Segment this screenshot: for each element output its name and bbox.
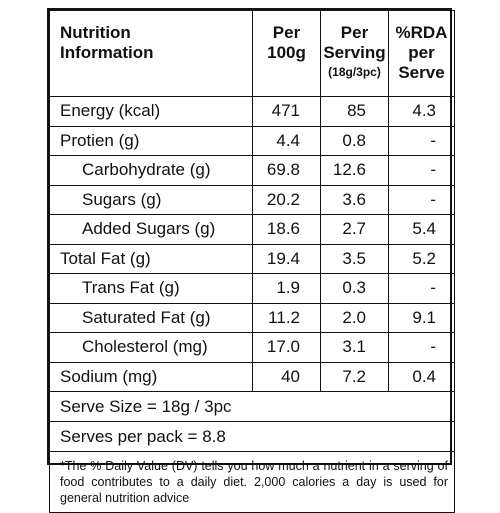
per-100g-line-1: Per [272,23,301,42]
nutrient-name: Total Fat (g) [49,243,253,274]
rda-heading: %RDA per Serve [388,10,455,97]
per-100g-value: 11.2 [252,302,321,333]
per-serving-value: 0.8 [320,125,389,156]
nutrient-name: Energy (kcal) [49,96,253,127]
serve-size-row: Serve Size = 18g / 3pc [49,391,455,422]
per-100g-value: 19.4 [252,243,321,274]
rda-value: 5.4 [388,214,455,245]
table-row: Trans Fat (g) 1.9 0.3 - [49,273,455,304]
nutrient-name: Saturated Fat (g) [49,302,253,333]
serves-per-pack-row: Serves per pack = 8.8 [49,421,455,452]
rda-line-1: %RDA [395,23,448,42]
per-serving-value: 12.6 [320,155,389,186]
footnote-row: *The % Daily Value (DV) tells you how mu… [49,451,455,513]
per-100g-value: 17.0 [252,332,321,363]
per-100g-heading: Per 100g [252,10,321,97]
table-row: Sodium (mg) 40 7.2 0.4 [49,361,455,392]
rda-value: - [388,273,455,304]
per-serving-value: 85 [320,96,389,127]
nutrient-name: Sodium (mg) [49,361,253,392]
table-row: Sugars (g) 20.2 3.6 - [49,184,455,215]
rda-line-2: per [408,43,435,62]
heading-line-1: Nutrition [60,23,131,42]
table-row: Added Sugars (g) 18.6 2.7 5.4 [49,214,455,245]
nutrient-name: Cholesterol (mg) [49,332,253,363]
per-100g-value: 40 [252,361,321,392]
per-100g-value: 69.8 [252,155,321,186]
per-serving-value: 2.0 [320,302,389,333]
per-serving-heading: Per Serving (18g/3pc) [320,10,389,97]
table-row: Total Fat (g) 19.4 3.5 5.2 [49,243,455,274]
table-header-row: Nutrition Information Per 100g Per Servi… [49,10,455,97]
per-100g-value: 471 [252,96,321,127]
per-serving-value: 3.5 [320,243,389,274]
serve-size-text: Serve Size = 18g / 3pc [49,391,455,422]
heading-line-2: Information [60,43,154,62]
per-100g-value: 4.4 [252,125,321,156]
nutrient-name: Added Sugars (g) [49,214,253,245]
table-row: Saturated Fat (g) 11.2 2.0 9.1 [49,302,455,333]
per-serving-line-1: Per [340,23,369,42]
per-100g-value: 20.2 [252,184,321,215]
per-serving-value: 3.1 [320,332,389,363]
rda-value: 9.1 [388,302,455,333]
table-row: Cholesterol (mg) 17.0 3.1 - [49,332,455,363]
nutrient-name: Protien (g) [49,125,253,156]
nutrition-label: Nutrition Information Per 100g Per Servi… [47,8,455,513]
nutrient-name: Trans Fat (g) [49,273,253,304]
rda-value: - [388,184,455,215]
serves-per-pack-text: Serves per pack = 8.8 [49,421,455,452]
per-serving-value: 3.6 [320,184,389,215]
per-serving-line-2: Serving [323,43,386,62]
rda-value: 0.4 [388,361,455,392]
table-row: Energy (kcal) 471 85 4.3 [49,96,455,127]
per-serving-subheading: (18g/3pc) [328,65,381,79]
rda-value: 5.2 [388,243,455,274]
nutrition-table: Nutrition Information Per 100g Per Servi… [49,10,455,513]
rda-value: - [388,125,455,156]
per-100g-value: 1.9 [252,273,321,304]
rda-value: - [388,155,455,186]
per-100g-value: 18.6 [252,214,321,245]
per-serving-value: 2.7 [320,214,389,245]
per-serving-value: 0.3 [320,273,389,304]
per-serving-value: 7.2 [320,361,389,392]
rda-value: - [388,332,455,363]
per-100g-line-2: 100g [267,43,306,62]
rda-line-3: Serve [398,63,445,82]
nutrient-name: Carbohydrate (g) [49,155,253,186]
rda-value: 4.3 [388,96,455,127]
nutrient-name: Sugars (g) [49,184,253,215]
daily-value-footnote: *The % Daily Value (DV) tells you how mu… [49,451,455,513]
table-row: Protien (g) 4.4 0.8 - [49,125,455,156]
table-row: Carbohydrate (g) 69.8 12.6 - [49,155,455,186]
nutrition-information-heading: Nutrition Information [49,10,253,97]
